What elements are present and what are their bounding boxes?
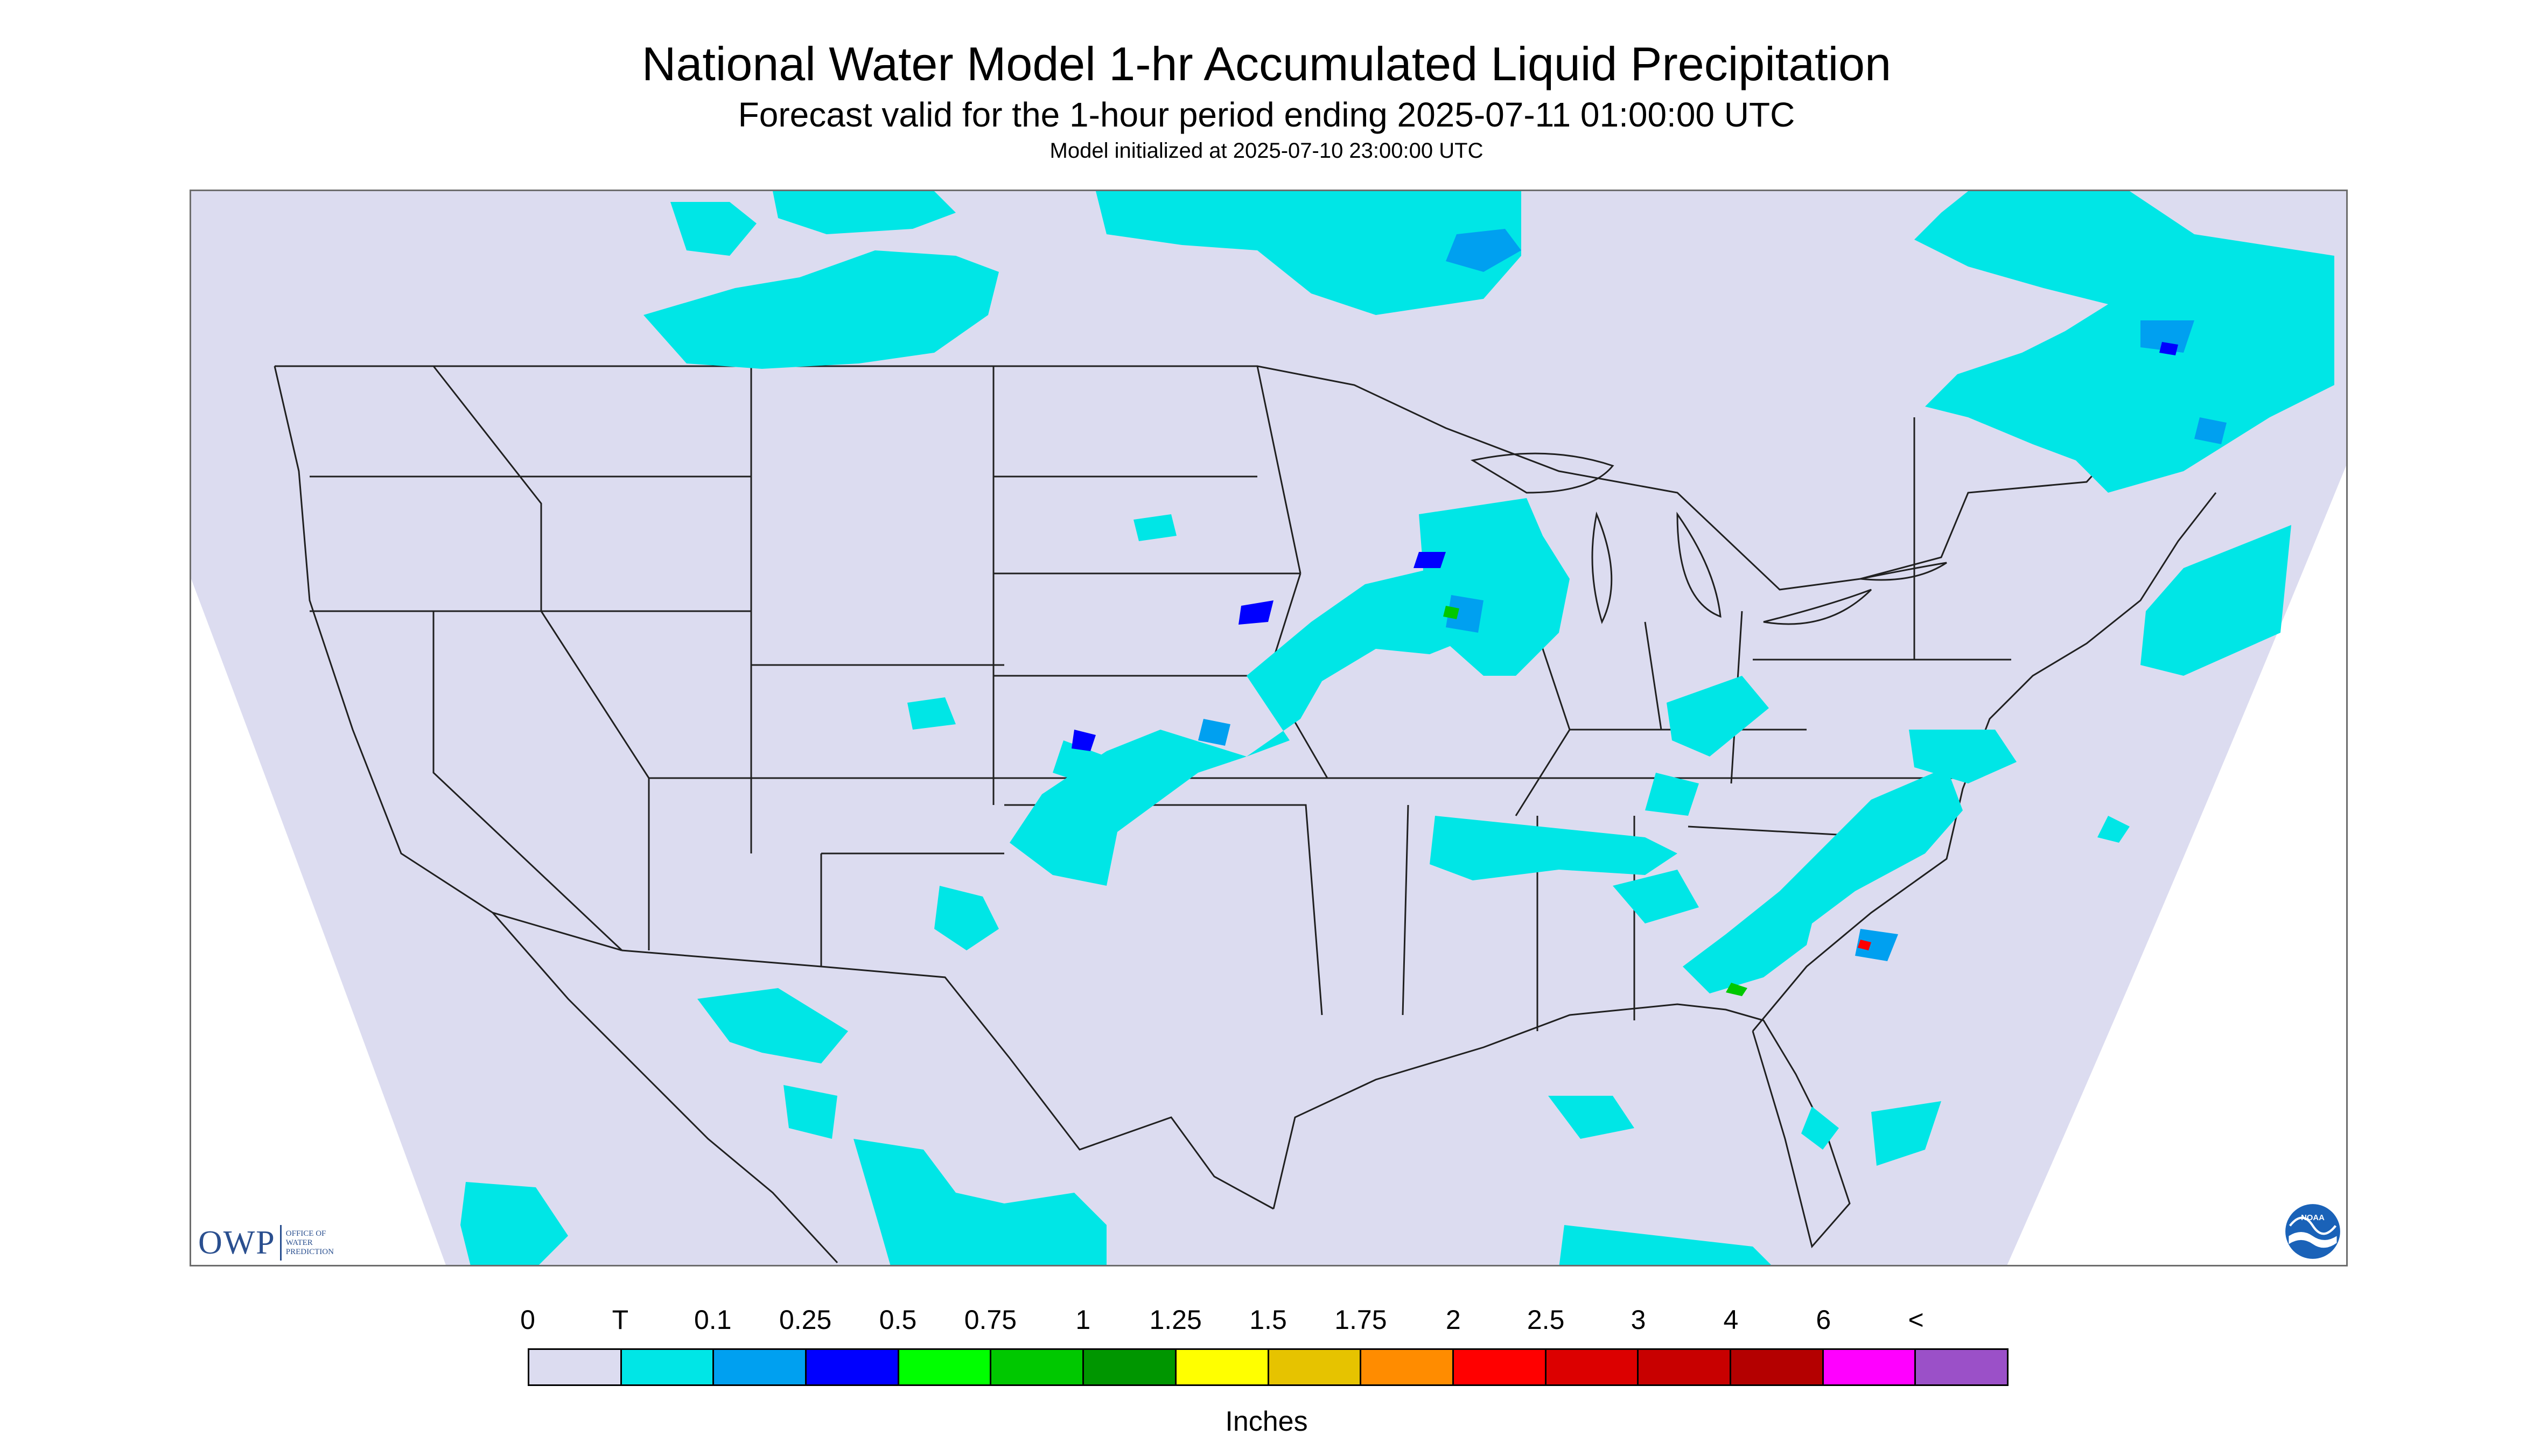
legend-swatch bbox=[899, 1350, 992, 1384]
us-mexico-border bbox=[621, 949, 1274, 1210]
legend-swatch bbox=[1731, 1350, 1824, 1384]
owp-logo-acronym: OWP bbox=[198, 1224, 276, 1261]
legend-tick-label: 1.5 bbox=[1249, 1305, 1287, 1335]
legend-tick-label: 4 bbox=[1723, 1305, 1739, 1335]
legend-swatch bbox=[1269, 1350, 1362, 1384]
map-canvas bbox=[191, 191, 2346, 1265]
legend-tick-label: 6 bbox=[1816, 1305, 1831, 1335]
legend-swatch bbox=[714, 1350, 807, 1384]
legend-swatch bbox=[1453, 1350, 1547, 1384]
legend-swatch bbox=[991, 1350, 1084, 1384]
owp-logo: OWP OFFICE OF WATER PREDICTION bbox=[198, 1221, 334, 1264]
great-lakes bbox=[1470, 452, 1947, 625]
map-title: National Water Model 1-hr Accumulated Li… bbox=[641, 37, 1892, 90]
precip-medium-green bbox=[1443, 606, 1747, 996]
precip-moderate bbox=[1072, 342, 2178, 751]
west-coast-mexico bbox=[492, 912, 838, 1264]
legend-tick-label: 1.25 bbox=[1149, 1305, 1202, 1335]
legend-swatch bbox=[807, 1350, 899, 1384]
legend-swatch bbox=[1084, 1350, 1177, 1384]
legend-tick-label: 0 bbox=[520, 1305, 535, 1335]
model-init-line: Model initialized at 2025-07-10 23:00:00… bbox=[1049, 139, 1484, 163]
owp-logo-text: OFFICE OF WATER PREDICTION bbox=[286, 1229, 334, 1257]
legend-tick-label: 2.5 bbox=[1527, 1305, 1565, 1335]
legend-swatch bbox=[1823, 1350, 1916, 1384]
precipitation-map bbox=[190, 190, 2348, 1266]
gulf-coast bbox=[1272, 1003, 1851, 1249]
legend-swatch bbox=[1176, 1350, 1269, 1384]
atlantic-coast bbox=[1752, 492, 2217, 1032]
owp-logo-line2: WATER bbox=[285, 1238, 313, 1247]
precip-light bbox=[1198, 229, 2227, 961]
owp-logo-line3: PREDICTION bbox=[285, 1247, 334, 1256]
legend-tick-label: 0.5 bbox=[879, 1305, 917, 1335]
legend-swatch bbox=[529, 1350, 622, 1384]
map-subtitle: Forecast valid for the 1-hour period end… bbox=[738, 95, 1795, 134]
legend-tick-label: 3 bbox=[1631, 1305, 1646, 1335]
legend-tick-label: 1 bbox=[1075, 1305, 1091, 1335]
legend-tick-label: 2 bbox=[1445, 1305, 1461, 1335]
legend-swatch bbox=[1546, 1350, 1639, 1384]
legend-units-label: Inches bbox=[1225, 1406, 1308, 1437]
us-canada-border bbox=[275, 365, 2195, 591]
state-lines-west bbox=[310, 366, 1004, 967]
owp-logo-line1: OFFICE OF bbox=[285, 1229, 326, 1238]
owp-logo-divider bbox=[279, 1225, 282, 1261]
precip-trace bbox=[460, 191, 2334, 1265]
noaa-logo: NOAA bbox=[2285, 1204, 2340, 1259]
legend-swatch bbox=[1916, 1350, 2007, 1384]
legend-swatch bbox=[1639, 1350, 1731, 1384]
legend-tick-label: T bbox=[612, 1305, 629, 1335]
legend-swatch bbox=[621, 1350, 715, 1384]
precip-heavy bbox=[1858, 940, 1871, 950]
legend-tick-label: 0.75 bbox=[964, 1305, 1017, 1335]
legend-colorbar bbox=[528, 1348, 2009, 1386]
legend-swatch bbox=[1361, 1350, 1454, 1384]
legend-tick-label: 0.1 bbox=[694, 1305, 732, 1335]
legend-tick-label: < bbox=[1908, 1305, 1924, 1335]
legend-tick-label: 0.25 bbox=[779, 1305, 832, 1335]
legend-tick-label: 1.75 bbox=[1334, 1305, 1387, 1335]
noaa-logo-text: NOAA bbox=[2301, 1214, 2325, 1222]
